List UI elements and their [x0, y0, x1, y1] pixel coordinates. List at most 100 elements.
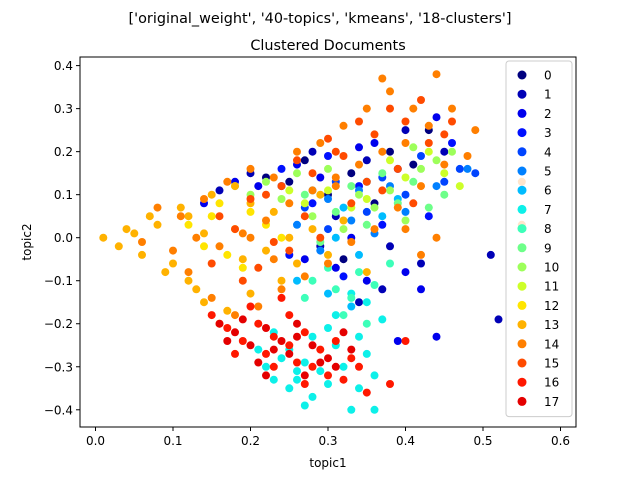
point-cluster-13-5 [169, 259, 177, 268]
point-cluster-14-5 [269, 173, 278, 182]
point-cluster-16-3 [254, 319, 263, 328]
point-cluster-9-4 [331, 207, 340, 216]
x-tick-label-0: 0.0 [86, 434, 105, 448]
point-cluster-16-20 [362, 388, 371, 397]
point-cluster-7-5 [324, 380, 332, 388]
point-cluster-14-34 [308, 186, 317, 195]
point-cluster-14-45 [378, 74, 387, 83]
point-cluster-2-7 [401, 268, 410, 277]
legend-marker-13 [517, 320, 527, 330]
point-cluster-5-7 [293, 220, 301, 229]
point-cluster-7-8 [316, 367, 325, 376]
point-cluster-7-16 [347, 405, 356, 414]
point-cluster-15-29 [440, 130, 449, 139]
point-cluster-5-3 [432, 182, 441, 191]
point-cluster-17-2 [246, 341, 255, 350]
point-cluster-14-0 [153, 203, 162, 212]
point-cluster-13-10 [207, 190, 216, 199]
point-cluster-10-6 [417, 164, 425, 173]
legend-label-1: 1 [544, 88, 552, 102]
point-cluster-1-4 [401, 126, 410, 135]
point-cluster-7-3 [293, 375, 301, 384]
point-cluster-0-9 [339, 255, 348, 264]
point-cluster-7-20 [362, 298, 371, 307]
point-cluster-17-14 [347, 345, 356, 354]
point-cluster-2-2 [355, 143, 363, 152]
point-cluster-7-12 [300, 401, 309, 410]
point-cluster-3-5 [308, 199, 317, 208]
x-tick-label-6: 0.6 [551, 434, 570, 448]
scatter-points [99, 70, 526, 414]
point-cluster-12-8 [277, 233, 286, 242]
point-cluster-16-7 [316, 345, 325, 354]
point-cluster-14-2 [200, 195, 208, 203]
point-cluster-15-16 [285, 246, 294, 255]
point-cluster-7-17 [370, 405, 379, 414]
point-cluster-13-20 [161, 268, 170, 277]
point-cluster-14-38 [401, 139, 410, 147]
point-cluster-13-6 [184, 276, 193, 285]
point-cluster-16-24 [269, 362, 278, 371]
legend-marker-15 [517, 358, 527, 368]
point-cluster-17-6 [308, 341, 317, 350]
point-cluster-7-21 [378, 315, 387, 324]
point-cluster-14-6 [293, 147, 301, 156]
legend-label-15: 15 [544, 357, 559, 371]
point-cluster-9-0 [300, 190, 309, 199]
legend-marker-12 [517, 300, 527, 310]
point-cluster-16-14 [339, 375, 348, 384]
point-cluster-13-9 [184, 212, 193, 221]
point-cluster-14-49 [269, 255, 278, 264]
point-cluster-17-3 [262, 324, 270, 332]
legend-label-13: 13 [544, 318, 559, 332]
point-cluster-15-3 [308, 169, 317, 178]
point-cluster-17-5 [293, 319, 301, 328]
y-tick-label-1: −0.3 [44, 360, 73, 374]
point-cluster-12-5 [223, 250, 232, 259]
point-cluster-13-25 [293, 259, 301, 268]
point-cluster-2-8 [417, 285, 425, 294]
legend-marker-1 [517, 89, 527, 99]
point-cluster-13-11 [231, 182, 239, 191]
point-cluster-15-9 [386, 104, 394, 113]
point-cluster-15-4 [339, 152, 348, 160]
point-cluster-10-4 [355, 190, 363, 199]
point-cluster-0-0 [300, 156, 309, 165]
point-cluster-17-16 [223, 337, 232, 345]
point-cluster-13-23 [238, 255, 247, 264]
point-cluster-15-26 [207, 259, 216, 268]
point-cluster-6-3 [378, 212, 387, 221]
point-cluster-1-9 [494, 315, 503, 324]
point-cluster-14-21 [324, 259, 332, 268]
point-cluster-10-12 [277, 195, 286, 203]
point-cluster-4-9 [471, 169, 480, 178]
point-cluster-13-13 [262, 246, 270, 255]
point-cluster-7-10 [254, 345, 263, 354]
y-tick-label-2: −0.2 [44, 317, 73, 331]
point-cluster-13-18 [223, 306, 232, 315]
legend-label-8: 8 [544, 222, 552, 236]
legend-marker-16 [517, 377, 527, 387]
point-cluster-14-4 [246, 164, 255, 173]
point-cluster-12-3 [246, 207, 255, 216]
point-cluster-9-3 [362, 220, 371, 229]
point-cluster-1-1 [308, 147, 317, 156]
point-cluster-7-25 [355, 332, 363, 341]
legend-label-12: 12 [544, 299, 559, 313]
point-cluster-15-23 [300, 212, 309, 221]
point-cluster-0-7 [409, 160, 418, 169]
legend-label-17: 17 [544, 395, 559, 409]
point-cluster-13-2 [130, 229, 139, 238]
point-cluster-17-11 [285, 349, 294, 358]
point-cluster-15-25 [238, 276, 247, 285]
point-cluster-14-32 [262, 216, 270, 225]
point-cluster-1-12 [355, 298, 363, 307]
legend-label-9: 9 [544, 241, 552, 255]
point-cluster-13-17 [246, 289, 255, 298]
point-cluster-14-16 [440, 160, 449, 169]
point-cluster-14-8 [339, 121, 348, 130]
point-cluster-7-15 [370, 371, 379, 380]
point-cluster-14-37 [378, 147, 387, 156]
point-cluster-15-19 [378, 186, 387, 195]
point-cluster-15-15 [254, 263, 263, 272]
